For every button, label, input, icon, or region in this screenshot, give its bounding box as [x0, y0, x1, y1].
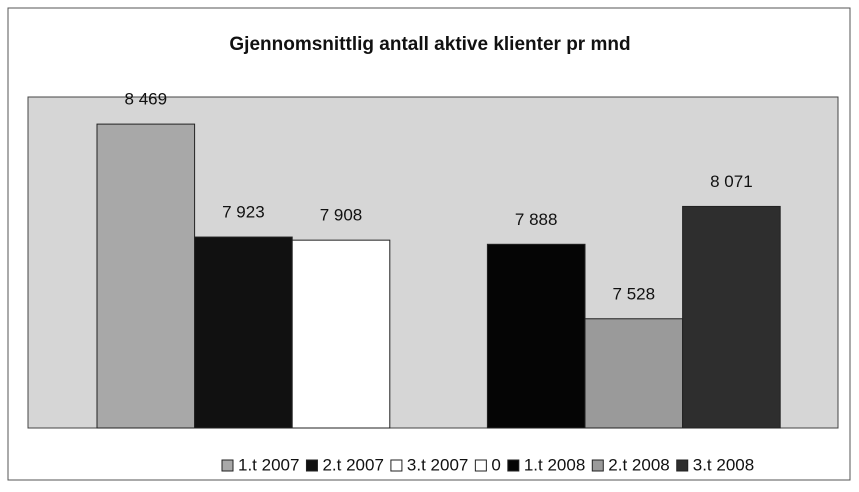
legend-label: 1.t 2008 [524, 455, 585, 474]
legend-swatch [591, 459, 604, 472]
value-label: 8 469 [125, 90, 168, 109]
legend-label: 1.t 2007 [238, 455, 299, 474]
legend-label: 3.t 2007 [407, 455, 468, 474]
value-label: 7 923 [222, 203, 265, 222]
legend-swatch [305, 459, 318, 472]
legend-swatch [474, 459, 487, 472]
value-label: 7 888 [515, 210, 558, 229]
value-label: 7 528 [613, 284, 656, 303]
legend-label: 0 [491, 455, 500, 474]
bar [486, 243, 586, 429]
value-label: 7 908 [320, 206, 363, 225]
legend-swatch [676, 459, 689, 472]
bar [291, 239, 391, 429]
bar [682, 205, 781, 429]
legend-label: 2.t 2008 [608, 455, 669, 474]
legend-swatch [221, 459, 234, 472]
legend-swatch [390, 459, 403, 472]
legend-label: 3.t 2008 [693, 455, 754, 474]
bar [584, 318, 684, 429]
value-label: 8 071 [710, 172, 753, 191]
bar [96, 123, 196, 429]
legend-swatch [507, 459, 520, 472]
chart-title: Gjennomsnittlig antall aktive klienter p… [229, 34, 630, 55]
bar [194, 236, 293, 429]
legend-label: 2.t 2007 [322, 455, 383, 474]
